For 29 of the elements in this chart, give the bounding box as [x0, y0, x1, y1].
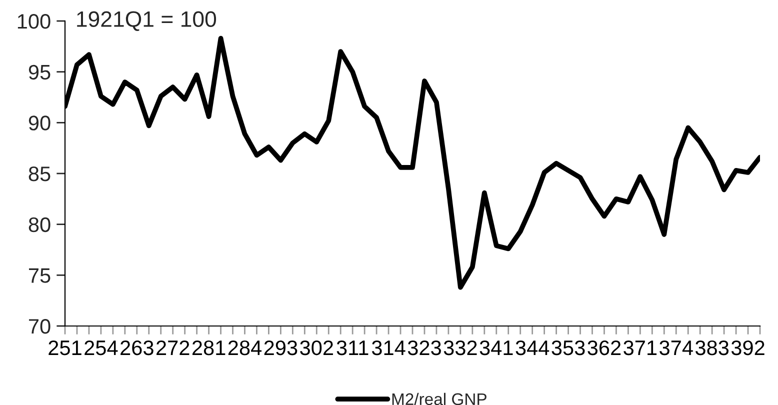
- y-tick-label: 85: [28, 166, 50, 182]
- x-tick-label: 263: [120, 340, 154, 356]
- x-tick-label: 272: [156, 340, 190, 355]
- x-tick-label: 284: [228, 340, 262, 356]
- x-tick-label: 344: [516, 340, 550, 356]
- x-tick-label: 314: [372, 340, 406, 356]
- x-tick-label: 323: [408, 340, 441, 356]
- x-tick-label: 341: [480, 340, 513, 356]
- y-tick-label: 90: [28, 116, 50, 130]
- x-tick-label: 293: [264, 340, 298, 356]
- x-tick-label: 332: [444, 340, 477, 356]
- x-tick-label: 353: [552, 340, 585, 356]
- x-tick-label: 362: [588, 340, 621, 356]
- y-tick-label: 95: [28, 64, 50, 80]
- x-tick-label: 374: [660, 340, 693, 356]
- x-tick-label: 371: [624, 340, 657, 356]
- x-tick-label: 254: [84, 340, 118, 356]
- x-tick-label: 311: [336, 340, 368, 356]
- x-tick-label: 392: [731, 340, 764, 356]
- annotation: 1921Q1 = 100: [77, 11, 216, 31]
- legend-label: M2/real GNP: [392, 392, 486, 405]
- y-tick-label: 80: [28, 217, 50, 232]
- x-tick-label: 281: [192, 340, 226, 356]
- x-tick-label: 251: [48, 340, 82, 356]
- y-tick-label: 100: [18, 14, 50, 29]
- y-tick-label: 75: [29, 268, 50, 283]
- y-tick-label: 70: [29, 319, 50, 334]
- x-tick-label: 302: [300, 340, 333, 356]
- x-tick-label: 383: [695, 340, 729, 356]
